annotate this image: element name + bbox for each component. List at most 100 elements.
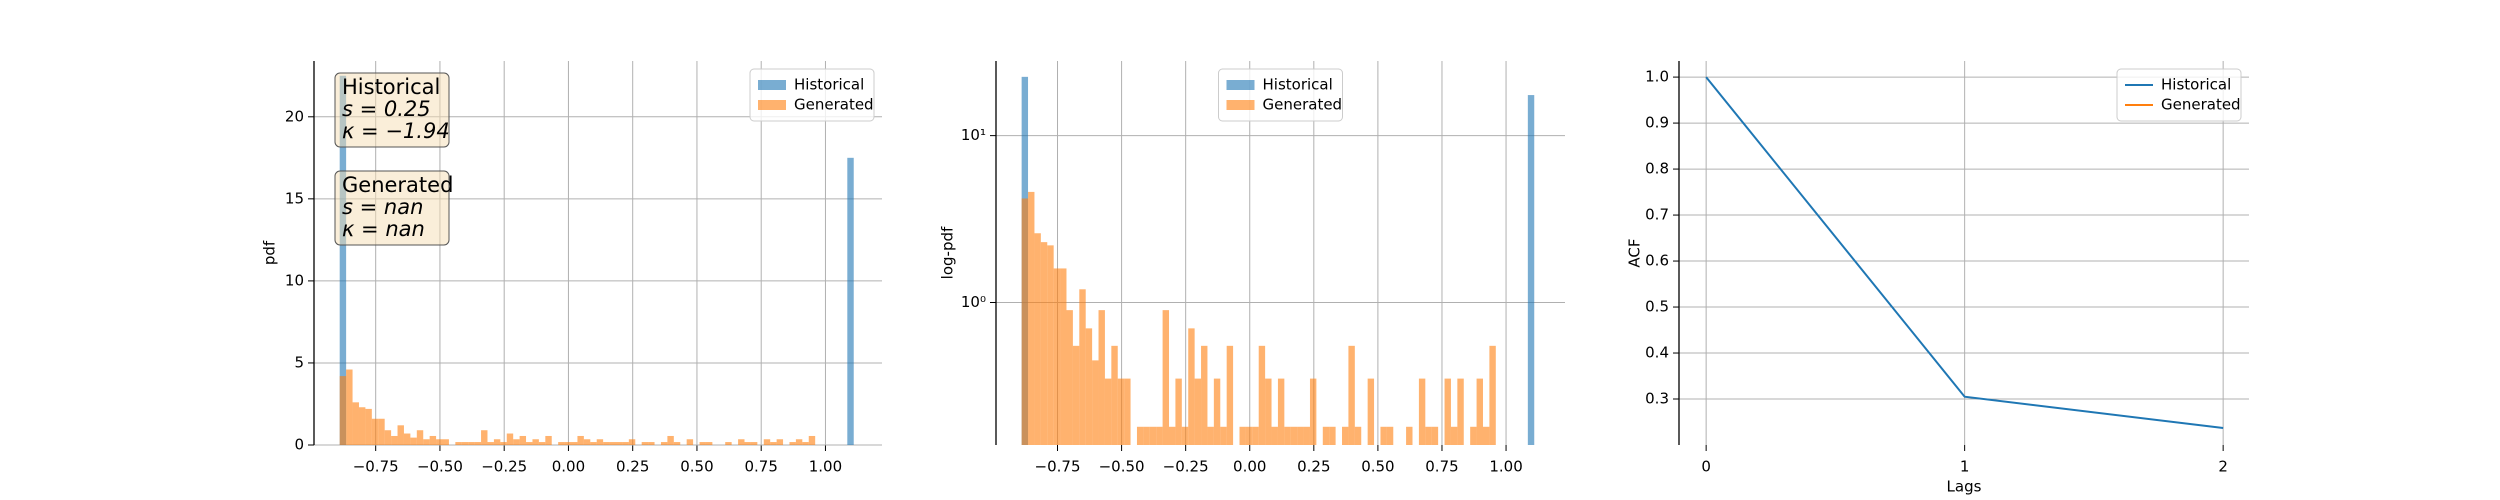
- y-tick-label: 0.3: [1645, 390, 1669, 408]
- bar: [1034, 233, 1041, 445]
- annotation-box: [334, 170, 450, 246]
- annotation-text: s = nan: [342, 195, 423, 219]
- x-tick-label: 1.00: [1489, 458, 1522, 476]
- annotation-text: Historical: [342, 75, 440, 99]
- bar: [378, 418, 385, 445]
- y-tick-label: 10¹: [961, 126, 986, 144]
- bar: [705, 442, 713, 445]
- bar: [1271, 426, 1278, 445]
- bar: [770, 442, 777, 445]
- legend-label: Historical: [2161, 76, 2231, 94]
- annotation-text: κ = nan: [342, 217, 425, 241]
- bar: [808, 435, 816, 445]
- x-tick-label: 0.50: [680, 458, 713, 476]
- x-tick-label: −0.50: [1099, 458, 1145, 476]
- y-tick-label: 0: [294, 436, 304, 454]
- bar: [763, 439, 771, 445]
- bar: [699, 442, 706, 445]
- bar: [384, 430, 392, 445]
- bar: [1085, 328, 1093, 445]
- bar: [1425, 426, 1432, 445]
- bar: [1117, 378, 1125, 445]
- bar: [1220, 426, 1227, 445]
- y-tick-label: 20: [285, 107, 304, 125]
- bar: [545, 435, 552, 445]
- bar: [506, 433, 514, 445]
- bar: [487, 442, 494, 445]
- bar: [1386, 426, 1394, 445]
- bar: [1290, 426, 1298, 445]
- bar: [686, 439, 694, 445]
- bar: [532, 439, 539, 445]
- bar: [468, 442, 475, 445]
- bar: [474, 442, 482, 445]
- bar: [1169, 426, 1176, 445]
- bar: [622, 442, 629, 445]
- y-tick-label: 0.6: [1645, 252, 1669, 270]
- bar: [1297, 426, 1304, 445]
- bar: [628, 439, 636, 445]
- bar: [667, 435, 674, 445]
- bar: [1079, 289, 1086, 445]
- bar: [429, 435, 437, 445]
- x-tick-label: −0.25: [481, 458, 527, 476]
- x-tick-label: −0.75: [1035, 458, 1081, 476]
- bar: [1143, 426, 1150, 445]
- bar: [436, 439, 443, 445]
- bar: [725, 442, 732, 445]
- y-tick-label: 15: [285, 189, 304, 207]
- y-tick-label: 10: [285, 271, 304, 289]
- bar: [1348, 345, 1355, 445]
- bar: [403, 433, 411, 445]
- bar: [519, 435, 527, 445]
- bar: [744, 442, 751, 445]
- bar: [1329, 426, 1336, 445]
- annotation-text: Generated: [342, 173, 453, 197]
- legend-swatch: [1226, 80, 1255, 90]
- y-tick-label: 10⁰: [961, 293, 986, 311]
- x-tick-label: 0: [1701, 458, 1711, 476]
- bar: [1431, 426, 1439, 445]
- annotation-text: s = 0.25: [342, 97, 431, 121]
- bar: [564, 442, 572, 445]
- bar: [596, 439, 604, 445]
- bar: [1092, 360, 1099, 445]
- bar: [352, 402, 359, 445]
- legend-box: [2116, 68, 2242, 122]
- x-tick-label: 0.25: [616, 458, 649, 476]
- bar: [1380, 426, 1387, 445]
- bar: [455, 442, 462, 445]
- bar: [442, 439, 449, 445]
- bar: [1181, 426, 1189, 445]
- bar: [648, 442, 655, 445]
- bar: [1207, 426, 1214, 445]
- bar: [371, 418, 379, 445]
- bar: [1047, 245, 1054, 445]
- bar: [847, 157, 854, 446]
- series-line: [1705, 76, 2224, 429]
- bar: [660, 442, 668, 445]
- bar: [1175, 378, 1182, 445]
- legend-swatch: [1226, 100, 1255, 110]
- legend-label: Historical: [794, 76, 864, 94]
- bar: [358, 407, 366, 445]
- bar: [571, 442, 578, 445]
- x-tick-label: 0.75: [1425, 458, 1458, 476]
- legend-swatch: [758, 100, 786, 110]
- bar: [1156, 426, 1163, 445]
- bar: [1226, 345, 1234, 445]
- bar: [461, 442, 469, 445]
- y-axis-label: ACF: [1626, 238, 1644, 267]
- bar: [776, 439, 784, 445]
- bar: [365, 408, 372, 445]
- bar: [1162, 310, 1170, 445]
- bar: [481, 430, 488, 445]
- bar: [1476, 378, 1483, 445]
- legend: Historical Generated: [749, 68, 875, 122]
- bar: [583, 439, 591, 445]
- x-tick-label: −0.50: [417, 458, 463, 476]
- bar: [1021, 198, 1029, 445]
- x-tick-label: 1: [1960, 458, 1970, 476]
- x-tick-label: 0.50: [1361, 458, 1394, 476]
